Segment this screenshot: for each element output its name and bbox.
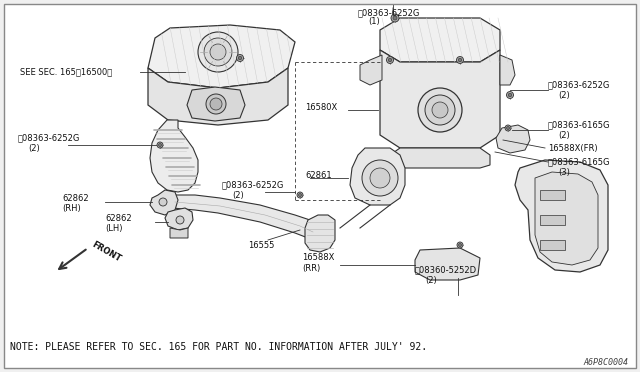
Circle shape: [388, 58, 392, 62]
Polygon shape: [187, 87, 245, 121]
Text: (2): (2): [425, 276, 436, 285]
Circle shape: [506, 92, 513, 99]
Circle shape: [206, 94, 226, 114]
Circle shape: [157, 142, 163, 148]
Polygon shape: [163, 193, 315, 238]
Circle shape: [508, 93, 512, 97]
Circle shape: [393, 16, 397, 20]
Circle shape: [210, 98, 222, 110]
Circle shape: [425, 95, 455, 125]
Circle shape: [432, 102, 448, 118]
Circle shape: [159, 144, 161, 147]
Text: 62862: 62862: [105, 214, 132, 222]
Text: Ⓢ08363-6252G: Ⓢ08363-6252G: [358, 8, 420, 17]
Polygon shape: [496, 125, 530, 153]
Polygon shape: [390, 148, 490, 168]
Polygon shape: [165, 208, 193, 230]
Text: (2): (2): [28, 144, 40, 153]
Text: 16588X(FR): 16588X(FR): [548, 144, 598, 153]
Polygon shape: [540, 190, 565, 200]
Text: Ⓢ08363-6252G: Ⓢ08363-6252G: [18, 134, 81, 142]
Polygon shape: [380, 18, 500, 62]
Text: (LH): (LH): [105, 224, 122, 232]
Text: (RH): (RH): [62, 203, 81, 212]
Polygon shape: [350, 148, 405, 205]
Polygon shape: [150, 190, 178, 215]
Polygon shape: [360, 55, 382, 85]
Text: A6P8C0004: A6P8C0004: [583, 358, 628, 367]
Circle shape: [362, 160, 398, 196]
Text: 62861: 62861: [305, 170, 332, 180]
Polygon shape: [305, 215, 335, 252]
Text: (3): (3): [558, 167, 570, 176]
Circle shape: [238, 56, 242, 60]
Polygon shape: [380, 50, 500, 148]
Text: (2): (2): [232, 190, 244, 199]
Polygon shape: [540, 215, 565, 225]
Text: Ⓢ08363-6252G: Ⓢ08363-6252G: [548, 80, 611, 90]
Circle shape: [391, 14, 399, 22]
Polygon shape: [500, 55, 515, 85]
Text: NOTE: PLEASE REFER TO SEC. 165 FOR PART NO. INFORMATION AFTER JULY' 92.: NOTE: PLEASE REFER TO SEC. 165 FOR PART …: [10, 342, 427, 352]
Circle shape: [457, 242, 463, 248]
Text: Ⓢ08360-5252D: Ⓢ08360-5252D: [415, 266, 477, 275]
Polygon shape: [540, 240, 565, 250]
Text: (2): (2): [558, 131, 570, 140]
Circle shape: [370, 168, 390, 188]
Circle shape: [506, 126, 509, 129]
Circle shape: [458, 58, 461, 62]
Text: 16588X: 16588X: [302, 253, 334, 263]
Circle shape: [204, 38, 232, 66]
Polygon shape: [148, 25, 295, 88]
Text: FRONT: FRONT: [90, 240, 122, 264]
Circle shape: [297, 192, 303, 198]
Text: Ⓢ08363-6165G: Ⓢ08363-6165G: [548, 121, 611, 129]
Polygon shape: [170, 228, 188, 238]
Polygon shape: [415, 248, 480, 280]
Text: Ⓢ08363-6165G: Ⓢ08363-6165G: [548, 157, 611, 167]
Text: 16555: 16555: [248, 241, 275, 250]
Circle shape: [210, 44, 226, 60]
Polygon shape: [150, 120, 198, 192]
Text: 62862: 62862: [62, 193, 88, 202]
Circle shape: [176, 216, 184, 224]
Circle shape: [159, 198, 167, 206]
Circle shape: [458, 244, 461, 247]
Circle shape: [237, 55, 243, 61]
Polygon shape: [535, 172, 598, 265]
Text: (1): (1): [368, 17, 380, 26]
Circle shape: [298, 193, 301, 196]
Polygon shape: [148, 68, 288, 125]
Circle shape: [387, 57, 394, 64]
Circle shape: [418, 88, 462, 132]
Polygon shape: [515, 160, 608, 272]
Text: SEE SEC. 165〈16500〉: SEE SEC. 165〈16500〉: [20, 67, 112, 77]
Text: (2): (2): [558, 90, 570, 99]
Circle shape: [505, 125, 511, 131]
Text: (RR): (RR): [302, 263, 320, 273]
Circle shape: [198, 32, 238, 72]
Text: Ⓢ08363-6252G: Ⓢ08363-6252G: [222, 180, 284, 189]
Text: 16580X: 16580X: [305, 103, 337, 112]
Circle shape: [456, 57, 463, 64]
